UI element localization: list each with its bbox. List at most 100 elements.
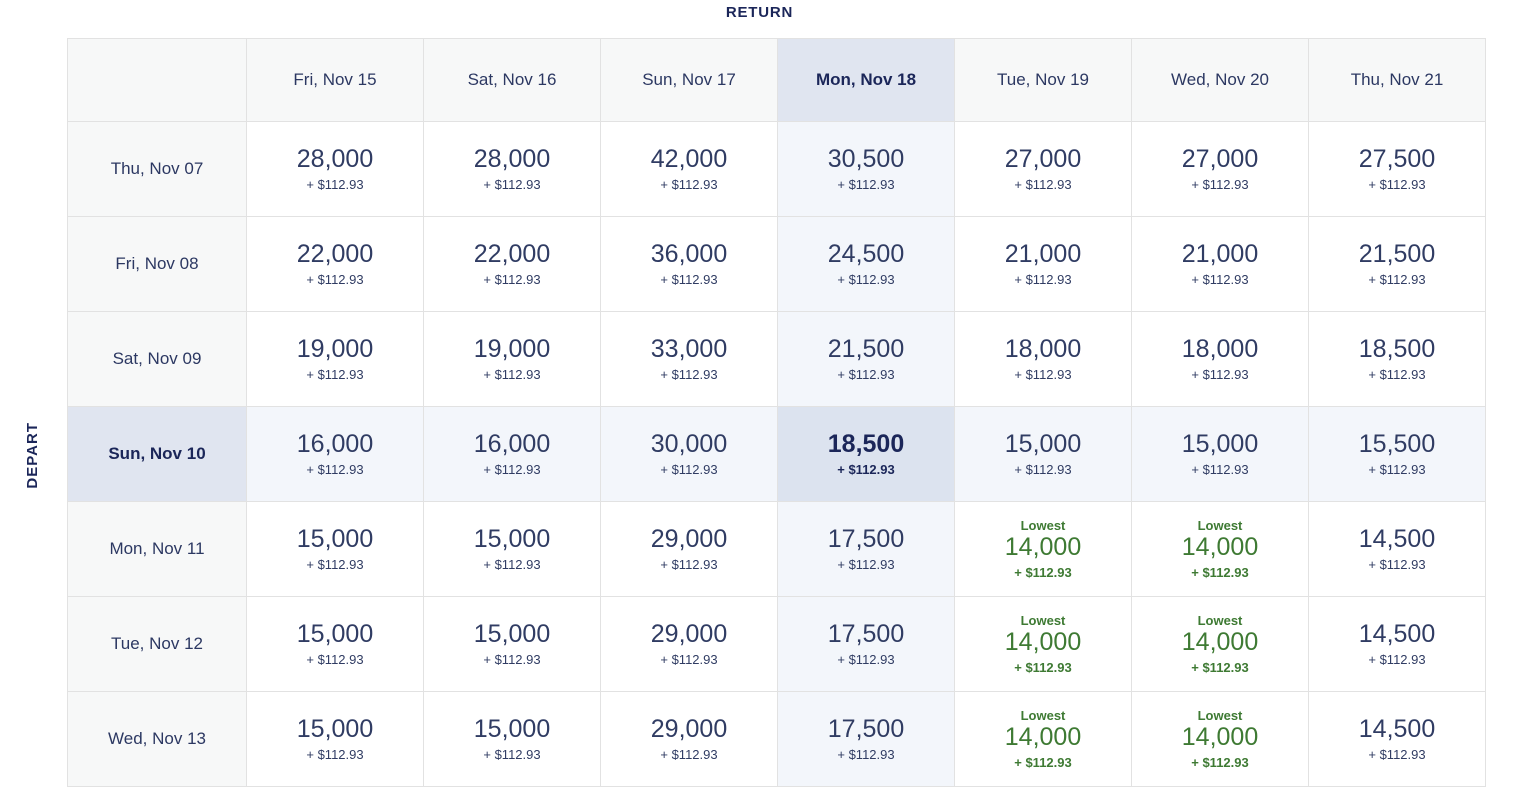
fare-cell[interactable]: 15,000 + $112.93 — [246, 501, 424, 597]
taxes-value: + $112.93 — [837, 651, 895, 667]
fare-cell[interactable]: 15,000 + $112.93 — [423, 691, 601, 787]
fare-cell[interactable]: 30,000 + $112.93 — [600, 406, 778, 502]
fare-cell[interactable]: 15,000 + $112.93 — [246, 691, 424, 787]
miles-value: 14,000 — [1004, 628, 1082, 657]
fare-cell[interactable]: 15,000 + $112.93 — [954, 406, 1132, 502]
miles-value: 27,000 — [1181, 145, 1259, 174]
taxes-value: + $112.93 — [306, 176, 364, 192]
taxes-value: + $112.93 — [660, 651, 718, 667]
fare-cell[interactable]: 28,000 + $112.93 — [246, 121, 424, 217]
fare-cell[interactable]: 28,000 + $112.93 — [423, 121, 601, 217]
return-date-header: Sat, Nov 16 — [423, 38, 601, 122]
miles-value: 14,000 — [1181, 723, 1259, 752]
taxes-value: + $112.93 — [837, 271, 895, 287]
fare-cell[interactable]: 22,000 + $112.93 — [423, 216, 601, 312]
taxes-value: + $112.93 — [1014, 461, 1072, 477]
miles-value: 33,000 — [650, 335, 728, 364]
table-row: Tue, Nov 12 15,000 + $112.93 15,000 + $112… — [67, 596, 1486, 692]
taxes-value: + $112.93 — [483, 176, 541, 192]
lowest-badge: Lowest — [1020, 613, 1066, 629]
taxes-value: + $112.93 — [483, 271, 541, 287]
miles-value: 18,500 — [827, 430, 905, 459]
return-dates-header-row: Fri, Nov 15 Sat, Nov 16 Sun, Nov 17 Mon,… — [67, 38, 1486, 122]
lowest-fare-cell[interactable]: Lowest 14,000 + $112.93 — [954, 596, 1132, 692]
lowest-fare-cell[interactable]: Lowest 14,000 + $112.93 — [954, 691, 1132, 787]
taxes-value: + $112.93 — [1191, 366, 1249, 382]
fare-cell[interactable]: 15,500 + $112.93 — [1308, 406, 1486, 502]
taxes-value: + $112.93 — [1014, 366, 1072, 382]
fare-cell[interactable]: 24,500 + $112.93 — [777, 216, 955, 312]
selected-fare-cell[interactable]: 18,500 + $112.93 — [777, 406, 955, 502]
fare-cell[interactable]: 18,000 + $112.93 — [954, 311, 1132, 407]
fare-cell[interactable]: 14,500 + $112.93 — [1308, 501, 1486, 597]
fare-cell[interactable]: 22,000 + $112.93 — [246, 216, 424, 312]
fare-cell[interactable]: 42,000 + $112.93 — [600, 121, 778, 217]
fare-cell[interactable]: 15,000 + $112.93 — [1131, 406, 1309, 502]
miles-value: 42,000 — [650, 145, 728, 174]
taxes-value: + $112.93 — [1368, 176, 1426, 192]
lowest-fare-cell[interactable]: Lowest 14,000 + $112.93 — [1131, 596, 1309, 692]
taxes-value: + $112.93 — [660, 366, 718, 382]
taxes-value: + $112.93 — [306, 366, 364, 382]
lowest-fare-cell[interactable]: Lowest 14,000 + $112.93 — [954, 501, 1132, 597]
miles-value: 15,000 — [473, 620, 551, 649]
fare-cell[interactable]: 27,000 + $112.93 — [954, 121, 1132, 217]
fare-cell[interactable]: 27,500 + $112.93 — [1308, 121, 1486, 217]
fare-cell[interactable]: 21,000 + $112.93 — [954, 216, 1132, 312]
depart-date-header: Fri, Nov 08 — [67, 216, 247, 312]
fare-cell[interactable]: 21,000 + $112.93 — [1131, 216, 1309, 312]
fare-cell[interactable]: 29,000 + $112.93 — [600, 596, 778, 692]
fare-cell[interactable]: 21,500 + $112.93 — [777, 311, 955, 407]
taxes-value: + $112.93 — [1014, 754, 1072, 770]
miles-value: 15,000 — [296, 620, 374, 649]
fare-cell[interactable]: 19,000 + $112.93 — [423, 311, 601, 407]
taxes-value: + $112.93 — [483, 366, 541, 382]
taxes-value: + $112.93 — [483, 746, 541, 762]
fare-cell[interactable]: 17,500 + $112.93 — [777, 501, 955, 597]
taxes-value: + $112.93 — [837, 176, 895, 192]
fare-cell[interactable]: 29,000 + $112.93 — [600, 501, 778, 597]
lowest-badge: Lowest — [1197, 708, 1243, 724]
fare-cell[interactable]: 16,000 + $112.93 — [423, 406, 601, 502]
fare-cell[interactable]: 33,000 + $112.93 — [600, 311, 778, 407]
miles-value: 28,000 — [473, 145, 551, 174]
miles-value: 15,000 — [296, 525, 374, 554]
fare-cell[interactable]: 29,000 + $112.93 — [600, 691, 778, 787]
fare-cell[interactable]: 36,000 + $112.93 — [600, 216, 778, 312]
taxes-value: + $112.93 — [1368, 271, 1426, 287]
miles-value: 22,000 — [296, 240, 374, 269]
fare-cell[interactable]: 21,500 + $112.93 — [1308, 216, 1486, 312]
fare-cell[interactable]: 19,000 + $112.93 — [246, 311, 424, 407]
taxes-value: + $112.93 — [1368, 461, 1426, 477]
fare-cell[interactable]: 16,000 + $112.93 — [246, 406, 424, 502]
miles-value: 16,000 — [473, 430, 551, 459]
lowest-fare-cell[interactable]: Lowest 14,000 + $112.93 — [1131, 501, 1309, 597]
fare-cell[interactable]: 17,500 + $112.93 — [777, 691, 955, 787]
lowest-fare-cell[interactable]: Lowest 14,000 + $112.93 — [1131, 691, 1309, 787]
fare-cell[interactable]: 14,500 + $112.93 — [1308, 691, 1486, 787]
miles-value: 22,000 — [473, 240, 551, 269]
miles-value: 24,500 — [827, 240, 905, 269]
fare-cell[interactable]: 30,500 + $112.93 — [777, 121, 955, 217]
fare-cell[interactable]: 27,000 + $112.93 — [1131, 121, 1309, 217]
lowest-badge: Lowest — [1020, 518, 1066, 534]
depart-date-header: Wed, Nov 13 — [67, 691, 247, 787]
miles-value: 21,000 — [1181, 240, 1259, 269]
depart-axis-label: DEPART — [24, 422, 41, 489]
miles-value: 15,000 — [1004, 430, 1082, 459]
fare-cell[interactable]: 15,000 + $112.93 — [423, 501, 601, 597]
miles-value: 14,500 — [1358, 715, 1436, 744]
fare-cell[interactable]: 14,500 + $112.93 — [1308, 596, 1486, 692]
miles-value: 21,500 — [827, 335, 905, 364]
taxes-value: + $112.93 — [660, 461, 718, 477]
fare-cell[interactable]: 15,000 + $112.93 — [246, 596, 424, 692]
miles-value: 21,500 — [1358, 240, 1436, 269]
fare-cell[interactable]: 17,500 + $112.93 — [777, 596, 955, 692]
return-axis-label: RETURN — [725, 4, 794, 21]
fare-cell[interactable]: 18,500 + $112.93 — [1308, 311, 1486, 407]
fare-cell[interactable]: 15,000 + $112.93 — [423, 596, 601, 692]
return-date-header: Thu, Nov 21 — [1308, 38, 1486, 122]
miles-value: 15,000 — [473, 715, 551, 744]
fare-cell[interactable]: 18,000 + $112.93 — [1131, 311, 1309, 407]
